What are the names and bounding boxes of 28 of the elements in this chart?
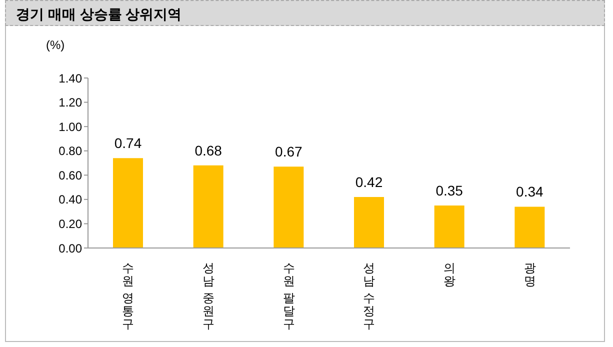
bar [193,165,224,248]
chart-title: 경기 매매 상승률 상위지역 [5,0,605,26]
data-label: 0.34 [516,184,544,200]
y-tick-label: 0.60 [58,168,82,182]
x-tick-label: 수원 영통구 [122,261,134,331]
y-tick-label: 0.20 [58,216,82,231]
bar [113,158,143,248]
x-tick-label: 수원 팔달구 [282,261,295,331]
data-label: 0.42 [355,174,383,190]
y-tick-label: 0.80 [58,144,82,158]
y-tick-label: 1.40 [58,71,82,86]
x-tick-label: 성남 중원구 [202,261,214,331]
bar [434,206,464,248]
y-tick-label: 0.00 [58,241,82,256]
y-axis-title: (%) [46,38,65,52]
y-tick-label: 1.20 [58,96,82,110]
y-tick-label: 1.00 [58,120,82,134]
x-tick-label: 의왕 [444,261,456,288]
data-label: 0.74 [114,135,142,152]
bar [354,197,384,248]
y-tick-label: 0.40 [58,192,82,207]
data-label: 0.68 [194,142,222,158]
data-label: 0.35 [436,182,464,198]
x-tick-label: 광명 [524,261,536,288]
data-label: 0.67 [275,144,303,160]
bar [514,206,545,248]
x-tick-label: 성남 수정구 [363,261,376,331]
bar [274,166,304,248]
